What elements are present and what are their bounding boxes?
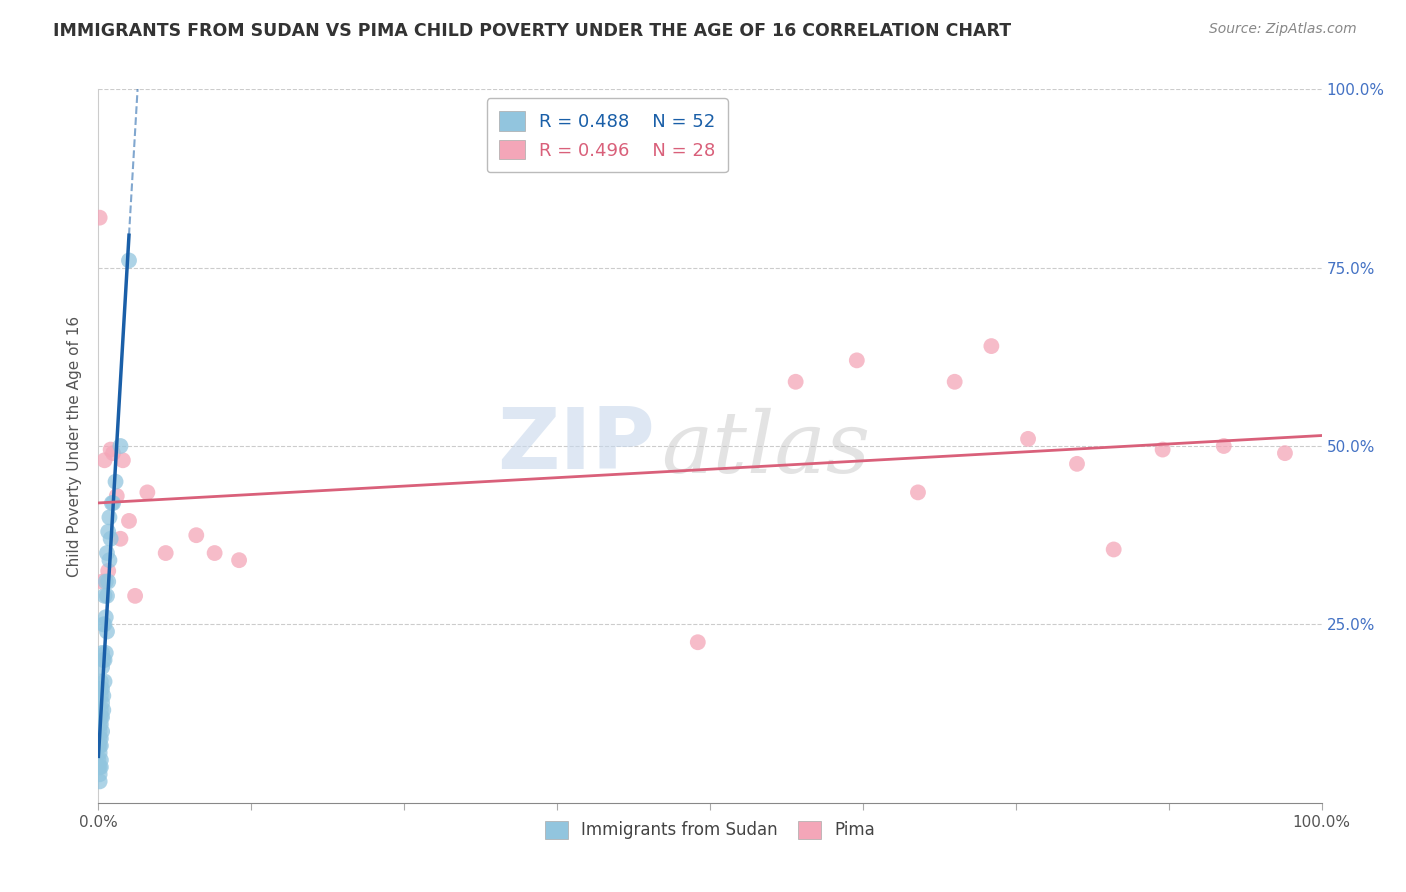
Point	[90, 739, 112, 753]
Point	[87, 739, 110, 753]
Point	[89, 731, 111, 746]
Point	[94, 574, 117, 589]
Point	[91, 689, 114, 703]
Point	[90, 681, 112, 696]
Point	[1017, 432, 1039, 446]
Point	[91, 653, 114, 667]
Text: ZIP: ZIP	[498, 404, 655, 488]
Point	[907, 485, 929, 500]
Point	[785, 375, 807, 389]
Point	[87, 753, 110, 767]
Point	[100, 442, 122, 457]
Point	[89, 717, 111, 731]
Point	[204, 546, 226, 560]
Point	[105, 489, 128, 503]
Point	[91, 660, 114, 674]
Point	[90, 689, 112, 703]
Point	[101, 496, 124, 510]
Point	[943, 375, 966, 389]
Point	[90, 710, 112, 724]
Point	[89, 710, 111, 724]
Point	[1066, 457, 1088, 471]
Point	[97, 524, 120, 539]
Point	[91, 574, 114, 589]
Point	[89, 767, 111, 781]
Point	[90, 731, 112, 746]
Legend: Immigrants from Sudan, Pima: Immigrants from Sudan, Pima	[538, 814, 882, 846]
Point	[686, 635, 709, 649]
Point	[89, 760, 111, 774]
Point	[89, 746, 111, 760]
Point	[101, 496, 124, 510]
Point	[91, 617, 114, 632]
Point	[100, 532, 122, 546]
Point	[90, 753, 112, 767]
Point	[89, 724, 111, 739]
Point	[89, 774, 111, 789]
Point	[91, 703, 114, 717]
Point	[97, 574, 120, 589]
Point	[91, 696, 114, 710]
Text: atlas: atlas	[661, 409, 870, 491]
Point	[93, 589, 115, 603]
Point	[93, 453, 115, 467]
Point	[1152, 442, 1174, 457]
Point	[1212, 439, 1234, 453]
Point	[87, 760, 110, 774]
Point	[845, 353, 868, 368]
Point	[94, 610, 117, 624]
Point	[91, 724, 114, 739]
Point	[110, 532, 132, 546]
Point	[118, 253, 141, 268]
Point	[91, 710, 114, 724]
Point	[96, 624, 118, 639]
Point	[101, 446, 124, 460]
Text: Source: ZipAtlas.com: Source: ZipAtlas.com	[1209, 22, 1357, 37]
Point	[97, 564, 120, 578]
Text: IMMIGRANTS FROM SUDAN VS PIMA CHILD POVERTY UNDER THE AGE OF 16 CORRELATION CHAR: IMMIGRANTS FROM SUDAN VS PIMA CHILD POVE…	[53, 22, 1011, 40]
Point	[124, 589, 146, 603]
Point	[91, 646, 114, 660]
Point	[90, 717, 112, 731]
Point	[96, 589, 118, 603]
Point	[186, 528, 208, 542]
Point	[1102, 542, 1125, 557]
Point	[90, 760, 112, 774]
Point	[980, 339, 1002, 353]
Y-axis label: Child Poverty Under the Age of 16: Child Poverty Under the Age of 16	[67, 316, 83, 576]
Point	[110, 439, 132, 453]
Point	[111, 453, 134, 467]
Point	[89, 211, 111, 225]
Point	[89, 739, 111, 753]
Point	[1274, 446, 1296, 460]
Point	[93, 674, 115, 689]
Point	[90, 703, 112, 717]
Point	[94, 646, 117, 660]
Point	[98, 553, 121, 567]
Point	[93, 653, 115, 667]
Point	[155, 546, 177, 560]
Point	[98, 510, 121, 524]
Point	[93, 617, 115, 632]
Point	[228, 553, 250, 567]
Point	[96, 546, 118, 560]
Point	[118, 514, 141, 528]
Point	[104, 475, 127, 489]
Point	[90, 674, 112, 689]
Point	[91, 681, 114, 696]
Point	[136, 485, 159, 500]
